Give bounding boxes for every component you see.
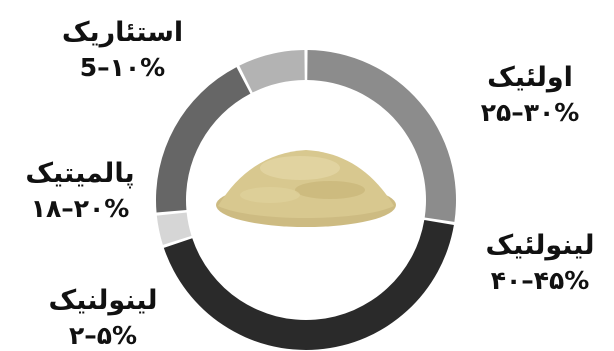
donut-slice-2 — [156, 212, 192, 245]
slice-label-palmitic: پالمیتیک ۱۸–۲۰% — [0, 158, 160, 224]
powder-pile-icon — [216, 150, 396, 227]
slice-label-stearic: استئاریک 5–۱۰% — [40, 17, 205, 83]
slice-range: ۲–۵% — [68, 321, 138, 351]
slice-label-oleic: اولئیک ۲۵–۳۰% — [455, 62, 605, 128]
slice-range: 5–۱۰% — [79, 53, 166, 83]
slice-name: اولئیک — [487, 62, 573, 93]
slice-name: پالمیتیک — [25, 158, 135, 189]
slice-range: ۱۸–۲۰% — [30, 194, 130, 224]
slice-label-linoleic: لینولئیک ۴۰–۴۵% — [466, 230, 614, 296]
donut-slice-1 — [163, 220, 454, 351]
slice-label-linolenic: لینولنیک ۲–۵% — [28, 285, 178, 351]
slice-name: لینولنیک — [48, 285, 158, 316]
slice-name: لینولئیک — [485, 230, 595, 261]
slice-range: ۲۵–۳۰% — [480, 98, 580, 128]
donut-slice-0 — [307, 50, 456, 222]
donut-slice-4 — [239, 50, 305, 93]
slice-range: ۴۰–۴۵% — [490, 266, 590, 296]
donut-slice-3 — [156, 67, 251, 213]
slice-name: استئاریک — [61, 17, 184, 48]
donut-slices — [156, 50, 456, 351]
